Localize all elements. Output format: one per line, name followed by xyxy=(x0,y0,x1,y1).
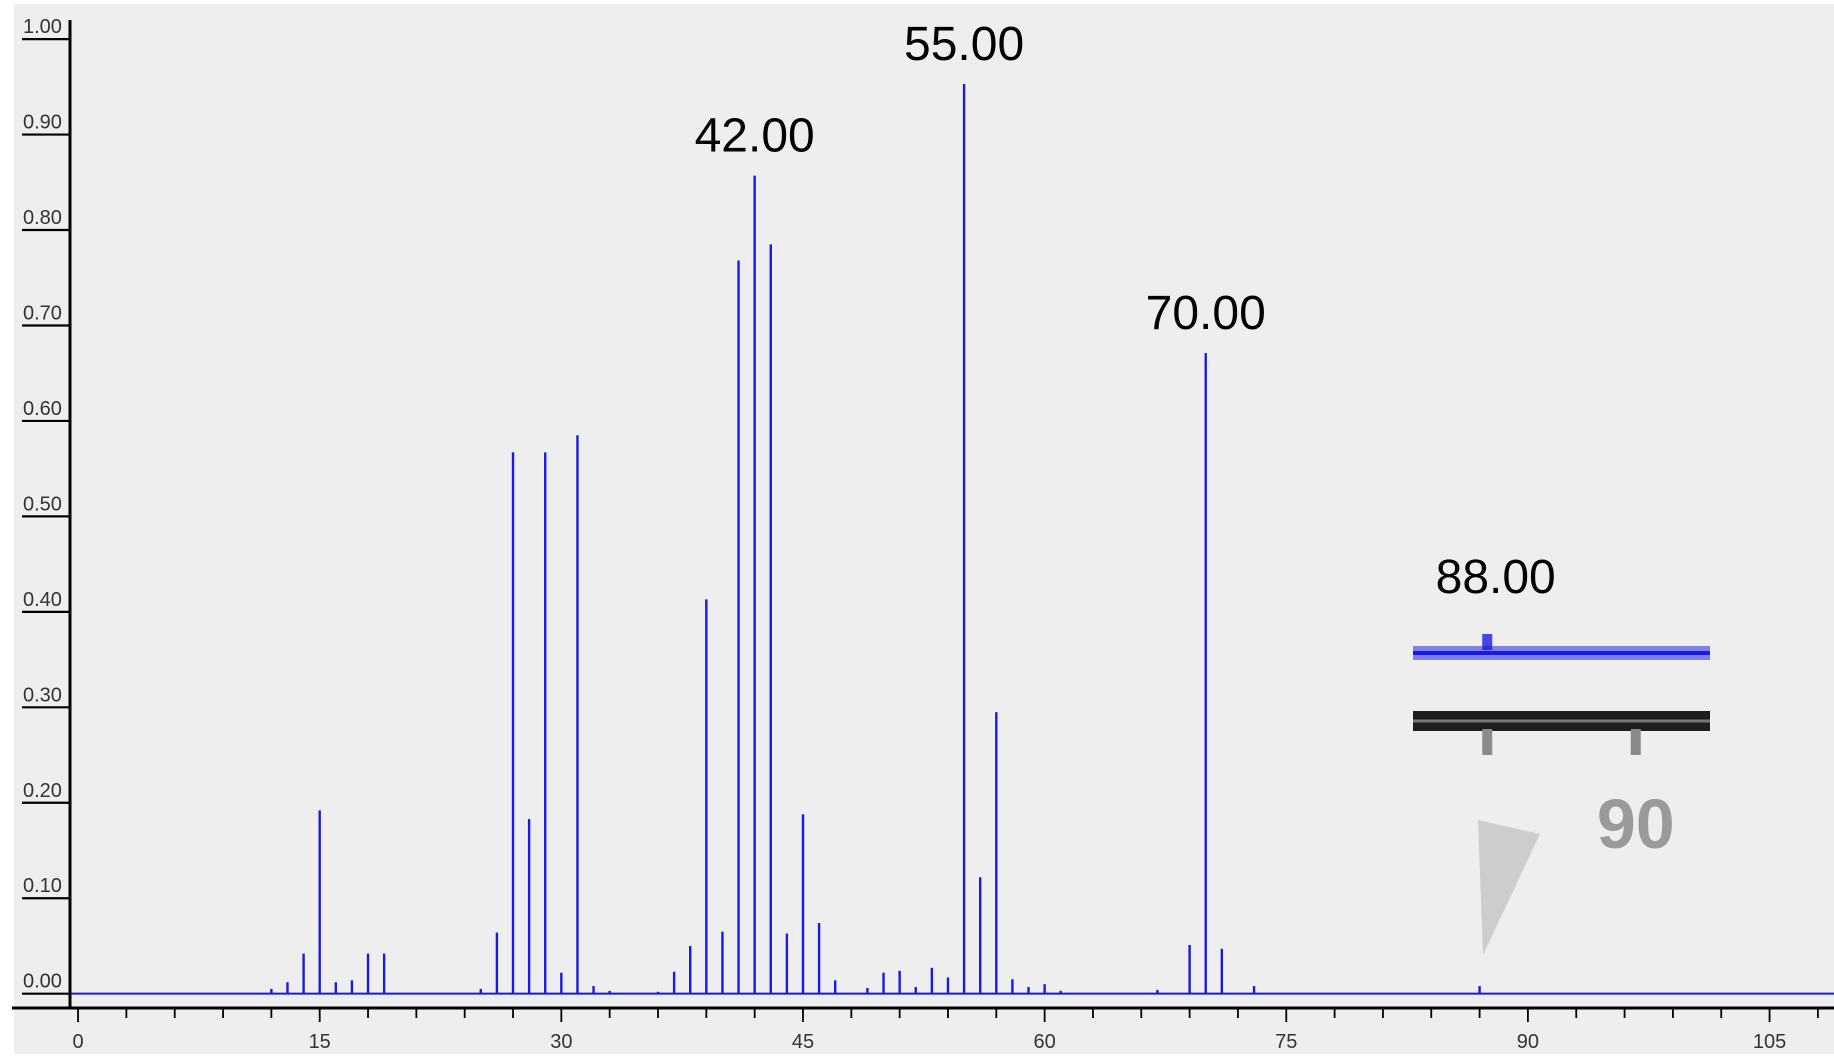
inset-tick-label: 90 xyxy=(1597,785,1675,863)
inset-tick xyxy=(1630,729,1641,755)
y-tick-label: 0.20 xyxy=(23,780,62,802)
y-tick-label: 0.10 xyxy=(23,875,62,897)
x-tick-label: 75 xyxy=(1275,1031,1297,1053)
x-tick-label: 60 xyxy=(1034,1031,1056,1053)
y-tick-label: 0.30 xyxy=(23,684,62,706)
x-tick-label: 45 xyxy=(792,1031,814,1053)
y-tick-label: 0.90 xyxy=(23,112,62,134)
inset-pointer xyxy=(1478,820,1540,955)
annotations-layer: 42.00 55.00 70.00 88.00 xyxy=(695,18,1556,604)
x-tick-label: 90 xyxy=(1517,1031,1539,1053)
peak-label: 88.00 xyxy=(1436,551,1556,604)
peak-label: 42.00 xyxy=(695,110,815,163)
inset-tick xyxy=(1482,729,1493,755)
y-tick-label: 0.50 xyxy=(23,493,62,515)
peak-label: 70.00 xyxy=(1146,287,1266,340)
x-tick-label: 105 xyxy=(1753,1031,1786,1053)
plot-area xyxy=(14,4,1834,1054)
zoom-inset: 90 xyxy=(1413,634,1710,955)
x-tick-label: 30 xyxy=(550,1031,572,1053)
y-tick-label: 0.40 xyxy=(23,589,62,611)
y-tick-label: 0.80 xyxy=(23,207,62,229)
bars-layer xyxy=(270,83,1481,994)
peak-label: 55.00 xyxy=(904,18,1024,71)
x-tick-label: 0 xyxy=(72,1031,83,1053)
y-tick-label: 0.60 xyxy=(23,398,62,420)
x-tick-label: 15 xyxy=(309,1031,331,1053)
y-tick-label: 0.70 xyxy=(23,302,62,324)
inset-peak xyxy=(1482,634,1493,650)
y-tick-label: 1.00 xyxy=(23,16,62,38)
axes-layer: 0.00 0.10 0.20 0.30 0.40 0.50 0.60 0.70 0.80 0.90… xyxy=(12,16,1834,1053)
y-tick-label: 0.00 xyxy=(23,971,62,993)
